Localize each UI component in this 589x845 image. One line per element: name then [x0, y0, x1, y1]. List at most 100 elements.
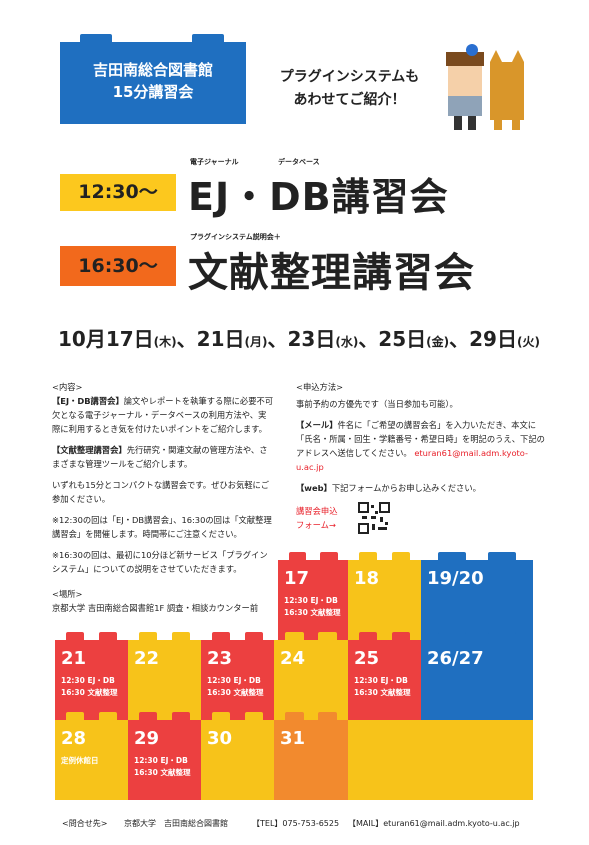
- dates: 10月17日(木)、21日(月)、23日(水)、25日(金)、29日(火): [58, 323, 540, 352]
- day-number: 17: [284, 568, 310, 589]
- paragraph: ※12:30の回は「EJ・DB講習会」、16:30の回は「文献整理講習会」を開催…: [52, 513, 274, 541]
- stud: [285, 712, 304, 721]
- text: 件名に「ご希望の講習会名」を入力いただき、本文に「氏名・所属・回生・学籍番号・希…: [296, 420, 545, 458]
- calendar-cell: 31: [274, 720, 348, 800]
- form-link[interactable]: 講習会申込 フォーム→: [296, 504, 338, 532]
- stud: [98, 632, 118, 641]
- stud: [138, 712, 158, 721]
- stud: [437, 552, 466, 561]
- text: いずれも15分とコンパクトな講習会です。ぜひお気軽にご参加ください。: [52, 480, 269, 504]
- paragraph: 事前予約の方優先です（当日参加も可能）。: [296, 399, 458, 409]
- note: 12:30 EJ・DB: [354, 676, 408, 685]
- note: 12:30 EJ・DB: [61, 676, 115, 685]
- notes: 12:30 EJ・DB 16:30 文献整理: [354, 675, 415, 699]
- stud: [318, 712, 337, 721]
- characters: [446, 44, 524, 130]
- paragraph: 【メール】件名に「ご希望の講習会名」を入力いただき、本文に「氏名・所属・回生・学…: [296, 418, 546, 474]
- day-number: 19/20: [427, 568, 484, 589]
- note: 16:30 文献整理: [284, 608, 341, 617]
- footer-label: <問合せ先>: [62, 819, 108, 828]
- badge: 吉田南総合図書館 15分講習会: [60, 42, 246, 124]
- stud: [211, 712, 231, 721]
- stud: [192, 34, 224, 43]
- text: 論文やレポートを執筆する際に必要不可欠となる電子ジャーナル・データベースの利用方…: [52, 396, 274, 434]
- time-badge: 16:30〜: [60, 246, 176, 286]
- calendar-cell: 28 定例休館日: [55, 720, 128, 800]
- day-number: 22: [134, 648, 160, 669]
- calendar-cell: 30: [201, 720, 274, 800]
- date: 、21日: [176, 327, 245, 351]
- location: <場所> 京都大学 吉田南総合図書館1F 調査・相談カウンター前: [52, 587, 277, 615]
- badge-line: 吉田南総合図書館: [92, 61, 213, 79]
- stud: [437, 632, 466, 641]
- stud: [488, 552, 517, 561]
- date: 、23日: [267, 327, 336, 351]
- footer-org: 京都大学 吉田南総合図書館: [124, 819, 228, 828]
- stud: [65, 712, 85, 721]
- stud: [358, 552, 378, 561]
- day-number: 30: [207, 728, 233, 749]
- ruby: データベース: [278, 158, 320, 166]
- link-line: フォーム→: [296, 520, 336, 530]
- apply: <申込方法> 事前予約の方優先です（当日参加も可能）。 【メール】件名に「ご希望…: [296, 380, 546, 538]
- mail-address[interactable]: eturan61@mail.adm.kyoto-u.ac.jp: [296, 448, 528, 472]
- notes: 定例休館日: [61, 755, 122, 767]
- paragraph: 【web】下記フォームからお申し込みください。: [296, 481, 546, 495]
- filler-block: [348, 720, 533, 800]
- day-number: 25: [354, 648, 380, 669]
- note: 16:30 文献整理: [354, 688, 411, 697]
- calendar-cell: 21 12:30 EJ・DB 16:30 文献整理: [55, 640, 128, 720]
- date: 、29日: [449, 327, 517, 351]
- note: 定例休館日: [61, 756, 99, 765]
- note: 12:30 EJ・DB: [134, 756, 188, 765]
- text: ※16:30の回は、最初に10分ほど新サービス「プラグインシステム」についての説…: [52, 550, 268, 574]
- time-badge: 12:30〜: [60, 174, 176, 211]
- stud: [244, 632, 264, 641]
- heading: <申込方法>: [296, 382, 344, 392]
- weekday: (水): [335, 335, 359, 349]
- weekday: (火): [516, 335, 540, 349]
- date: 、25日: [358, 327, 427, 351]
- paragraph: いずれも15分とコンパクトな講習会です。ぜひお気軽にご参加ください。: [52, 478, 274, 506]
- weekday: (月): [244, 335, 268, 349]
- stud: [80, 34, 112, 43]
- calendar-cell: 18: [348, 560, 421, 640]
- note: 16:30 文献整理: [207, 688, 264, 697]
- stud: [320, 552, 338, 561]
- calendar-cell: 17 12:30 EJ・DB 16:30 文献整理: [278, 560, 348, 640]
- label: 【web】: [296, 483, 332, 493]
- link-line: 講習会申込: [296, 506, 338, 516]
- day-number: 21: [61, 648, 87, 669]
- text: 京都大学 吉田南総合図書館1F 調査・相談カウンター前: [52, 603, 259, 613]
- stud: [288, 552, 306, 561]
- bubble: プラグインシステムも あわせてご紹介！: [262, 66, 437, 112]
- paragraph: ※16:30の回は、最初に10分ほど新サービス「プラグインシステム」についての説…: [52, 548, 274, 576]
- bubble-line: あわせてご紹介！: [293, 92, 406, 108]
- session-title: EJ・DB講習会: [188, 175, 449, 219]
- stud: [211, 632, 231, 641]
- stud: [285, 632, 304, 641]
- heading: <場所>: [52, 589, 83, 599]
- calendar-cell: 26/27: [421, 640, 533, 720]
- stud: [98, 712, 118, 721]
- note: 12:30 EJ・DB: [284, 596, 338, 605]
- stud: [171, 712, 191, 721]
- paragraph: 【EJ・DB講習会】論文やレポートを執筆する際に必要不可欠となる電子ジャーナル・…: [52, 394, 274, 436]
- ruby: プラグインシステム説明会＋: [190, 233, 281, 241]
- day-number: 29: [134, 728, 160, 749]
- weekday: (木): [153, 335, 177, 349]
- weekday: (金): [426, 335, 450, 349]
- label: 【メール】: [296, 420, 338, 430]
- text: 先行研究・関連文献の管理方法や、さまざまな管理ツールをご紹介します。: [52, 445, 268, 469]
- stud: [358, 632, 378, 641]
- calendar-cell: 29 12:30 EJ・DB 16:30 文献整理: [128, 720, 201, 800]
- day-number: 18: [354, 568, 380, 589]
- footer-tel: 【TEL】075-753-6525: [252, 819, 340, 828]
- content: <内容> 【EJ・DB講習会】論文やレポートを執筆する際に必要不可欠となる電子ジ…: [52, 380, 274, 583]
- note: 16:30 文献整理: [134, 768, 191, 777]
- stud: [318, 632, 337, 641]
- calendar-cell: 22: [128, 640, 201, 720]
- qr-code: [358, 502, 391, 534]
- heading: <内容>: [52, 382, 83, 392]
